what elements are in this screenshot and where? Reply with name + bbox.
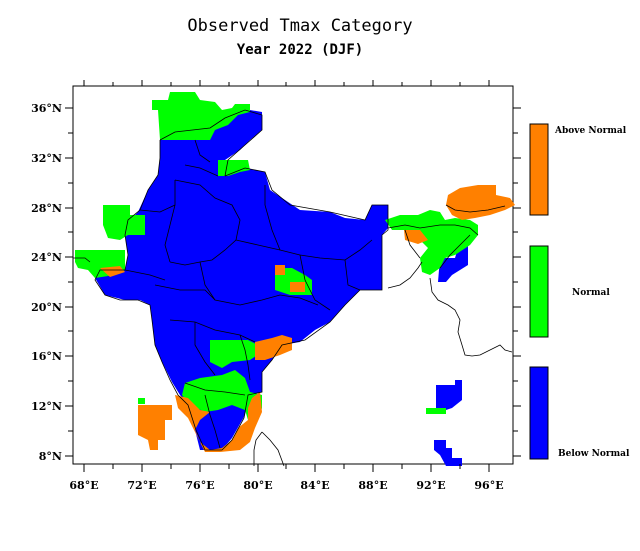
lat-tick-labels: 36°N 32°N 28°N 24°N 20°N 16°N 12°N 8°N xyxy=(31,102,62,463)
lon-tick-label: 76°E xyxy=(185,479,214,492)
legend-swatch-normal xyxy=(529,245,549,338)
map-title: Observed Tmax Category xyxy=(187,16,413,36)
legend-swatch-below-normal xyxy=(529,366,549,460)
region-below-normal-andaman xyxy=(436,380,462,412)
lon-tick-label: 96°E xyxy=(474,479,503,492)
region-normal-andhra xyxy=(210,340,262,368)
region-above-normal-coast xyxy=(255,335,292,360)
region-normal-kashmir xyxy=(152,92,250,140)
lat-tick-label: 28°N xyxy=(31,202,62,215)
map-frame xyxy=(72,85,514,465)
region-below-normal-mainland xyxy=(95,108,388,450)
legend: Above Normal Normal Below Normal xyxy=(529,123,630,460)
lat-tick-label: 32°N xyxy=(31,152,62,165)
region-normal-rajasthan-north xyxy=(103,205,145,240)
lon-tick-label: 88°E xyxy=(358,479,387,492)
lon-tick-label: 92°E xyxy=(416,479,445,492)
region-above-normal-lakshadweep xyxy=(138,405,172,450)
lon-tick-label: 80°E xyxy=(243,479,272,492)
lon-tick-label: 68°E xyxy=(69,479,98,492)
lat-tick-label: 36°N xyxy=(31,102,62,115)
legend-label-below-normal: Below Normal xyxy=(558,449,630,459)
region-normal-lakshadweep xyxy=(138,398,145,404)
region-above-normal-arunachal xyxy=(446,185,515,220)
legend-label-normal: Normal xyxy=(572,288,610,298)
region-normal-northeast xyxy=(385,210,478,275)
lon-tick-marks xyxy=(83,80,490,472)
category-regions xyxy=(75,92,515,466)
map-subtitle: Year 2022 (DJF) xyxy=(236,42,364,58)
legend-swatch-above-normal xyxy=(529,123,549,216)
lon-tick-label: 84°E xyxy=(300,479,329,492)
lat-tick-label: 8°N xyxy=(39,450,62,463)
region-above-normal-chhattisgarh xyxy=(275,265,305,292)
region-above-normal-assam xyxy=(404,230,428,244)
coastline xyxy=(73,257,513,467)
state-boundaries xyxy=(94,109,506,451)
region-normal-karnataka xyxy=(182,370,262,420)
lon-tick-label: 72°E xyxy=(127,479,156,492)
region-above-normal-gujarat xyxy=(100,266,125,277)
lat-tick-label: 12°N xyxy=(31,400,62,413)
region-below-normal-northeast xyxy=(438,245,468,282)
region-below-normal-nicobar xyxy=(434,440,462,466)
legend-label-above-normal: Above Normal xyxy=(554,126,627,136)
lat-tick-marks xyxy=(65,107,521,457)
region-above-normal-kerala xyxy=(175,392,262,452)
lon-tick-labels: 68°E 72°E 76°E 80°E 84°E 88°E 92°E 96°E xyxy=(69,479,503,492)
region-normal-andaman xyxy=(426,408,446,414)
lat-tick-label: 20°N xyxy=(31,301,62,314)
lat-tick-label: 24°N xyxy=(31,251,62,264)
lat-tick-label: 16°N xyxy=(31,350,62,363)
